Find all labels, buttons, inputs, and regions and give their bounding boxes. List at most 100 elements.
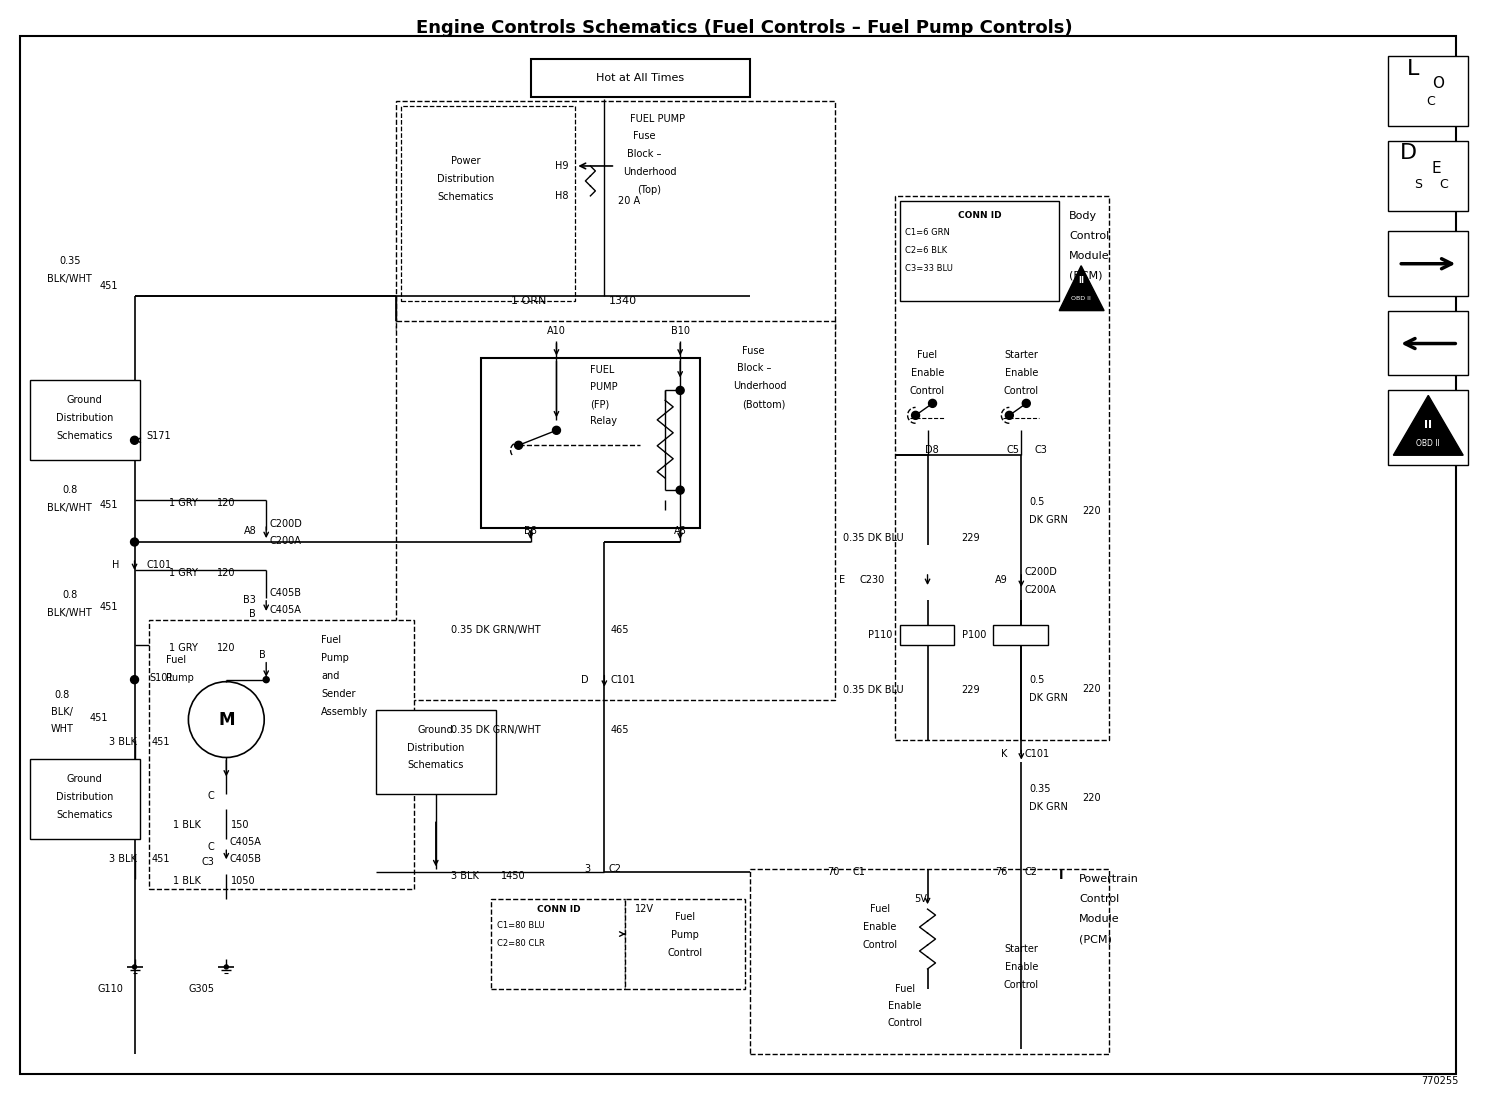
Text: Control: Control bbox=[911, 386, 945, 396]
Bar bbox=[894, 195, 1109, 740]
Text: C1=6 GRN: C1=6 GRN bbox=[905, 229, 949, 237]
Text: Schematics: Schematics bbox=[437, 192, 494, 202]
Text: A10: A10 bbox=[548, 326, 565, 336]
Text: Starter: Starter bbox=[1004, 944, 1039, 954]
Text: Starter: Starter bbox=[1004, 350, 1039, 361]
Text: Distribution: Distribution bbox=[57, 793, 113, 803]
Text: 0.35: 0.35 bbox=[60, 256, 80, 266]
Text: OBD II: OBD II bbox=[1417, 438, 1440, 448]
Text: 150: 150 bbox=[231, 820, 250, 830]
Text: Control: Control bbox=[668, 948, 702, 958]
Text: 76: 76 bbox=[995, 868, 1007, 878]
Text: C: C bbox=[208, 842, 214, 852]
Text: B8: B8 bbox=[524, 526, 537, 537]
Text: Block –: Block – bbox=[737, 363, 771, 373]
Bar bbox=[149, 619, 414, 889]
Text: 0.35 DK BLU: 0.35 DK BLU bbox=[842, 684, 903, 694]
Text: Assembly: Assembly bbox=[321, 707, 368, 716]
Text: Fuel: Fuel bbox=[918, 350, 937, 361]
Text: C101: C101 bbox=[1024, 750, 1049, 760]
Circle shape bbox=[263, 677, 269, 682]
Circle shape bbox=[912, 412, 920, 420]
Text: C200A: C200A bbox=[1024, 585, 1056, 595]
Bar bbox=[396, 102, 835, 330]
Text: L: L bbox=[1408, 60, 1420, 79]
Text: Module: Module bbox=[1079, 914, 1120, 924]
Text: C2=6 BLK: C2=6 BLK bbox=[905, 246, 946, 255]
Text: 220: 220 bbox=[1082, 794, 1101, 804]
Bar bbox=[376, 710, 496, 795]
Text: 0.5: 0.5 bbox=[1030, 497, 1045, 507]
Text: B: B bbox=[259, 650, 266, 660]
Bar bbox=[30, 381, 140, 460]
Text: Underhood: Underhood bbox=[734, 381, 787, 392]
Text: Block –: Block – bbox=[628, 149, 662, 159]
Circle shape bbox=[132, 965, 137, 969]
Text: 5V: 5V bbox=[915, 894, 927, 904]
Text: C101: C101 bbox=[146, 560, 171, 570]
Bar bbox=[396, 320, 835, 700]
Text: Underhood: Underhood bbox=[623, 167, 677, 177]
Bar bbox=[1388, 391, 1469, 465]
Text: P110: P110 bbox=[869, 629, 893, 640]
Bar bbox=[400, 106, 576, 300]
Text: Control: Control bbox=[1004, 980, 1039, 990]
Bar bbox=[481, 359, 701, 528]
Text: Schematics: Schematics bbox=[57, 810, 113, 820]
Text: PUMP: PUMP bbox=[591, 382, 618, 392]
Text: Control: Control bbox=[1004, 386, 1039, 396]
Text: 1 GRY: 1 GRY bbox=[168, 567, 198, 578]
Text: Powertrain: Powertrain bbox=[1079, 874, 1138, 884]
Text: E: E bbox=[1431, 161, 1440, 177]
Circle shape bbox=[676, 486, 684, 495]
Text: BLK/: BLK/ bbox=[51, 707, 73, 716]
Text: Power: Power bbox=[451, 156, 481, 166]
Text: Sender: Sender bbox=[321, 689, 356, 699]
Text: M: M bbox=[219, 711, 235, 729]
Text: 465: 465 bbox=[610, 625, 629, 635]
Text: D: D bbox=[1400, 144, 1417, 163]
Text: Pump: Pump bbox=[167, 672, 195, 682]
Text: 120: 120 bbox=[217, 567, 235, 578]
Text: II: II bbox=[1079, 276, 1085, 285]
Text: 1 ORN: 1 ORN bbox=[510, 296, 546, 306]
Bar bbox=[30, 760, 140, 839]
Text: C: C bbox=[1439, 179, 1448, 191]
Text: H8: H8 bbox=[555, 191, 568, 201]
Text: Enable: Enable bbox=[1004, 369, 1039, 379]
Text: C2=80 CLR: C2=80 CLR bbox=[497, 938, 545, 947]
Text: 0.35 DK GRN/WHT: 0.35 DK GRN/WHT bbox=[451, 724, 540, 734]
Text: Hot at All Times: Hot at All Times bbox=[597, 73, 684, 83]
Text: Enable: Enable bbox=[888, 1001, 921, 1011]
Text: 220: 220 bbox=[1082, 683, 1101, 693]
Text: Fuel: Fuel bbox=[321, 635, 341, 645]
Text: 120: 120 bbox=[217, 498, 235, 508]
Text: C: C bbox=[1426, 95, 1434, 107]
Text: A8: A8 bbox=[244, 526, 256, 537]
Text: C2: C2 bbox=[1024, 868, 1037, 878]
Text: (BCM): (BCM) bbox=[1070, 270, 1103, 280]
Text: Engine Controls Schematics (Fuel Controls – Fuel Pump Controls): Engine Controls Schematics (Fuel Control… bbox=[415, 20, 1073, 38]
Text: 12V: 12V bbox=[635, 904, 655, 914]
Text: DK GRN: DK GRN bbox=[1030, 803, 1068, 813]
Text: 1 GRY: 1 GRY bbox=[168, 643, 198, 652]
Text: D: D bbox=[580, 675, 588, 684]
Text: 3 BLK: 3 BLK bbox=[451, 871, 479, 881]
Text: 3 BLK: 3 BLK bbox=[109, 736, 137, 746]
Text: 20 A: 20 A bbox=[619, 195, 640, 205]
Circle shape bbox=[1022, 400, 1030, 407]
Text: Fuse: Fuse bbox=[634, 131, 656, 141]
Text: 465: 465 bbox=[610, 724, 629, 734]
Text: Enable: Enable bbox=[863, 922, 896, 932]
Polygon shape bbox=[1393, 395, 1463, 455]
Text: C5: C5 bbox=[1006, 445, 1019, 455]
Bar bbox=[1388, 310, 1469, 375]
Text: BLK/WHT: BLK/WHT bbox=[48, 503, 92, 513]
Text: CONN ID: CONN ID bbox=[537, 904, 580, 914]
Circle shape bbox=[225, 965, 228, 969]
Text: C405B: C405B bbox=[229, 854, 262, 864]
Text: C2: C2 bbox=[609, 864, 622, 874]
Circle shape bbox=[1006, 412, 1013, 420]
Text: DK GRN: DK GRN bbox=[1030, 692, 1068, 702]
Text: OBD II: OBD II bbox=[1071, 296, 1091, 301]
